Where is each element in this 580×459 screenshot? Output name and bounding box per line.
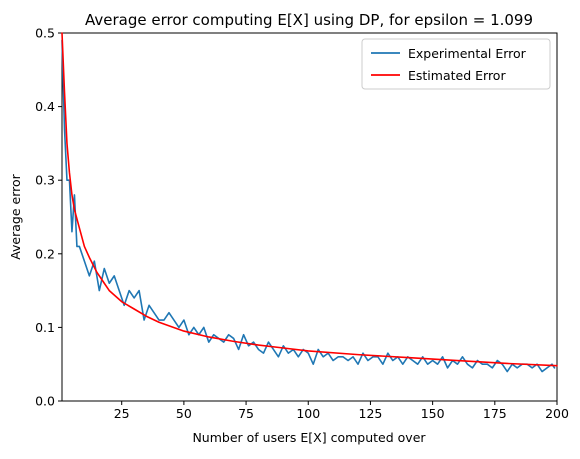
x-tick-label: 175 — [483, 406, 507, 421]
legend-label: Experimental Error — [408, 46, 527, 61]
y-tick-label: 0.5 — [35, 26, 55, 41]
y-tick-label: 0.3 — [35, 173, 55, 188]
y-axis-label: Average error — [8, 173, 23, 259]
x-tick-label: 75 — [238, 406, 254, 421]
x-tick-label: 25 — [114, 406, 130, 421]
x-tick-label: 125 — [359, 406, 383, 421]
y-tick-label: 0.1 — [35, 320, 55, 335]
series-line-1 — [61, 32, 558, 367]
series-line-0 — [61, 39, 556, 373]
axes-frame — [61, 32, 558, 402]
legend-box — [361, 38, 551, 90]
y-tick-label: 0.4 — [35, 99, 55, 114]
x-tick-label: 50 — [176, 406, 192, 421]
legend-label: Estimated Error — [408, 68, 506, 83]
y-axis-ticks: 0.0 0.1 0.2 0.3 0.4 0.5 — [35, 26, 62, 409]
x-axis-ticks: 25 50 75 100 125 150 175 200 — [114, 401, 569, 421]
x-tick-label: 150 — [421, 406, 445, 421]
y-tick-label: 0.0 — [35, 394, 55, 409]
x-tick-label: 200 — [545, 406, 569, 421]
y-tick-label: 0.2 — [35, 246, 55, 261]
x-tick-label: 100 — [296, 406, 320, 421]
series-lines — [61, 32, 558, 373]
axes-frame-rect — [61, 32, 558, 402]
chart-title: Average error computing E[X] using DP, f… — [85, 11, 533, 29]
legend: Experimental Error Estimated Error — [361, 38, 551, 90]
x-axis-label: Number of users E[X] computed over — [192, 430, 426, 445]
